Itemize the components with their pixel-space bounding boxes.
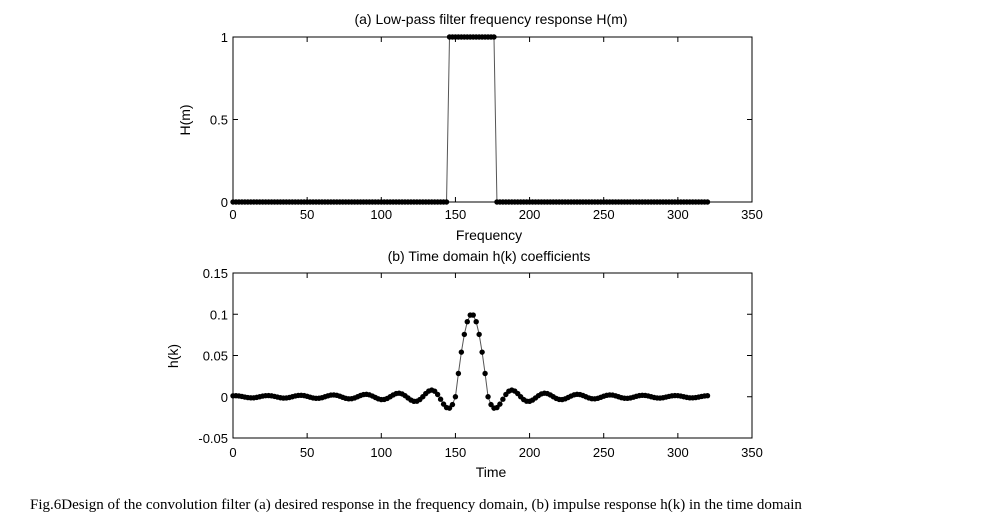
panel-b-ytick-label: 0 <box>221 390 228 405</box>
panel-b-series-point <box>482 370 488 377</box>
panel-a-xtick-label: 200 <box>519 207 541 222</box>
panel-b-impulse-response: (b) Time domain h(k) coefficients 0 50 100… <box>165 248 763 480</box>
panel-b-series-point <box>455 370 462 377</box>
panel-b-xtick-label: 250 <box>593 445 615 460</box>
figure-caption: Fig.6Design of the convolution filter (a… <box>30 497 802 513</box>
panel-b-series-point <box>485 394 491 400</box>
panel-b-xtick-label: 50 <box>300 445 314 460</box>
panel-b-series-point <box>458 349 465 355</box>
panel-a-series-line <box>233 36 708 203</box>
panel-a-xtick-label: 350 <box>741 207 763 222</box>
panel-b-series-point <box>452 394 459 400</box>
panel-b-series-point <box>434 391 441 398</box>
panel-a-ytick-label: 1 <box>221 30 228 45</box>
panel-b-series-point <box>704 393 711 399</box>
panel-b-series-point <box>464 319 470 325</box>
panel-b-ytick-label: 0.15 <box>203 266 228 281</box>
panel-a-ylabel: H(m) <box>177 104 193 135</box>
panel-b-xtick-label: 100 <box>370 445 392 460</box>
panel-b-series-point <box>470 312 476 318</box>
panel-b-series-point <box>500 396 506 402</box>
panel-b-ytick-label: 0.05 <box>203 349 228 364</box>
panel-b-axes <box>232 272 753 439</box>
panel-b-series-point <box>488 401 494 408</box>
panel-a-xlabel: Frequency <box>456 227 522 243</box>
panel-a-xtick-label: 150 <box>445 207 467 222</box>
panel-a-xtick-label: 300 <box>667 207 689 222</box>
panel-b-series-point <box>437 396 444 402</box>
panel-b-xtick-label: 300 <box>667 445 689 460</box>
panel-a-axes <box>232 36 753 203</box>
panel-b-series-point <box>446 405 453 411</box>
panel-a-title: (a) Low-pass filter frequency response H… <box>354 11 627 27</box>
panel-b-xlabel: Time <box>476 464 507 480</box>
panel-b-series-point <box>473 319 479 325</box>
panel-a-series-point <box>443 199 450 205</box>
panel-a-frequency-response: (a) Low-pass filter frequency response H… <box>177 11 763 243</box>
panel-a-series-point <box>704 199 711 205</box>
panel-b-ytick-label: -0.05 <box>198 431 228 446</box>
panel-b-title: (b) Time domain h(k) coefficients <box>388 248 591 264</box>
panel-a-xtick-label: 250 <box>593 207 615 222</box>
panel-b-series-point <box>461 331 468 338</box>
panel-b-series-point <box>449 401 456 408</box>
panel-b-series-point <box>479 349 485 355</box>
panel-b-ylabel: h(k) <box>165 344 181 368</box>
panel-b-series-point <box>476 331 482 338</box>
panel-a-xtick-label: 0 <box>229 207 236 222</box>
panel-a-ytick-label: 0 <box>221 195 228 210</box>
panel-a-ytick-label: 0.5 <box>210 113 228 128</box>
panel-b-xtick-label: 200 <box>519 445 541 460</box>
panel-a-xtick-label: 50 <box>300 207 314 222</box>
panel-b-ytick-label: 0.1 <box>210 307 228 322</box>
panel-a-series-point <box>491 34 497 40</box>
panel-a-xtick-label: 100 <box>370 207 392 222</box>
panel-b-xtick-label: 150 <box>445 445 467 460</box>
panel-b-xtick-label: 350 <box>741 445 763 460</box>
panel-b-series-point <box>497 401 503 407</box>
panel-b-xtick-label: 0 <box>229 445 236 460</box>
